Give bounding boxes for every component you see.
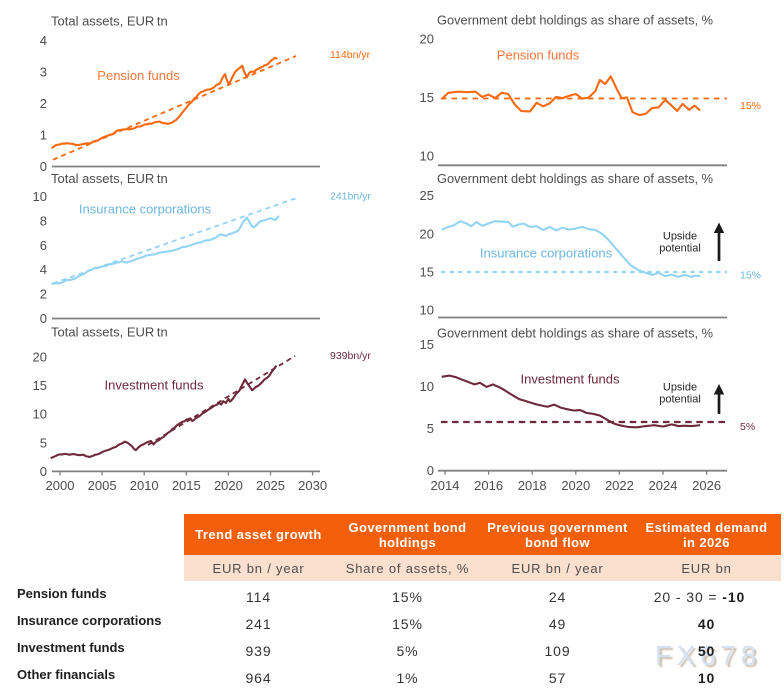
svg-text:1: 1 — [40, 128, 47, 143]
svg-text:Insurance corporations: Insurance corporations — [480, 246, 613, 261]
svg-text:Government debt holdings as sh: Government debt holdings as share of ass… — [437, 13, 713, 28]
svg-text:10: 10 — [420, 303, 434, 318]
svg-text:20: 20 — [420, 32, 434, 47]
svg-text:15: 15 — [420, 264, 434, 279]
svg-text:Pension funds: Pension funds — [497, 48, 580, 63]
svg-text:3: 3 — [40, 65, 47, 80]
svg-text:2: 2 — [40, 96, 47, 111]
svg-text:15%: 15% — [740, 100, 761, 112]
svg-text:Government debt holdings as sh: Government debt holdings as share of ass… — [437, 171, 713, 186]
svg-text:2024: 2024 — [649, 478, 678, 493]
svg-text:20: 20 — [420, 226, 434, 241]
svg-text:10: 10 — [420, 379, 434, 394]
svg-text:2025: 2025 — [256, 478, 285, 493]
svg-text:0: 0 — [427, 463, 434, 478]
svg-text:15: 15 — [420, 90, 434, 105]
svg-text:8: 8 — [40, 213, 47, 228]
svg-text:10: 10 — [420, 149, 434, 164]
svg-text:10: 10 — [33, 189, 47, 204]
svg-text:2016: 2016 — [474, 478, 503, 493]
svg-text:25: 25 — [420, 188, 434, 203]
svg-text:15: 15 — [33, 378, 47, 393]
svg-text:2022: 2022 — [605, 478, 634, 493]
svg-text:Total assets, EUR tn: Total assets, EUR tn — [51, 325, 168, 340]
svg-text:2020: 2020 — [561, 478, 590, 493]
svg-text:2000: 2000 — [46, 478, 75, 493]
svg-text:Investment funds: Investment funds — [105, 378, 204, 393]
svg-text:241bn/yr: 241bn/yr — [330, 191, 371, 203]
svg-text:potential: potential — [659, 394, 701, 406]
svg-text:4: 4 — [40, 262, 47, 277]
svg-text:potential: potential — [659, 242, 701, 254]
svg-text:15%: 15% — [740, 270, 761, 282]
svg-text:2014: 2014 — [431, 478, 460, 493]
svg-text:2026: 2026 — [692, 478, 721, 493]
svg-text:Total assets, EUR tn: Total assets, EUR tn — [51, 14, 168, 29]
svg-text:20: 20 — [33, 350, 47, 365]
svg-text:2: 2 — [40, 287, 47, 302]
svg-text:0: 0 — [40, 159, 47, 174]
svg-text:5%: 5% — [740, 421, 755, 433]
svg-text:0: 0 — [40, 464, 47, 479]
svg-text:10: 10 — [33, 407, 47, 422]
svg-text:2010: 2010 — [130, 478, 159, 493]
svg-text:Government debt holdings as sh: Government debt holdings as share of ass… — [437, 326, 713, 341]
svg-text:4: 4 — [40, 33, 47, 48]
svg-text:Total assets, EUR tn: Total assets, EUR tn — [51, 171, 168, 186]
svg-text:2018: 2018 — [518, 478, 547, 493]
svg-text:939bn/yr: 939bn/yr — [330, 350, 371, 362]
svg-text:Investment funds: Investment funds — [521, 372, 620, 387]
svg-text:Insurance corporations: Insurance corporations — [79, 202, 212, 217]
svg-text:114bn/yr: 114bn/yr — [330, 49, 371, 61]
svg-text:5: 5 — [427, 421, 434, 436]
svg-text:2005: 2005 — [88, 478, 117, 493]
svg-text:2020: 2020 — [214, 478, 243, 493]
svg-text:0: 0 — [40, 311, 47, 326]
svg-text:Upside: Upside — [663, 230, 697, 242]
svg-text:5: 5 — [40, 435, 47, 450]
svg-text:Upside: Upside — [663, 382, 697, 394]
svg-text:2030: 2030 — [298, 478, 327, 493]
svg-text:15: 15 — [420, 337, 434, 352]
svg-text:6: 6 — [40, 238, 47, 253]
svg-text:2015: 2015 — [172, 478, 201, 493]
svg-text:Pension funds: Pension funds — [97, 68, 180, 83]
